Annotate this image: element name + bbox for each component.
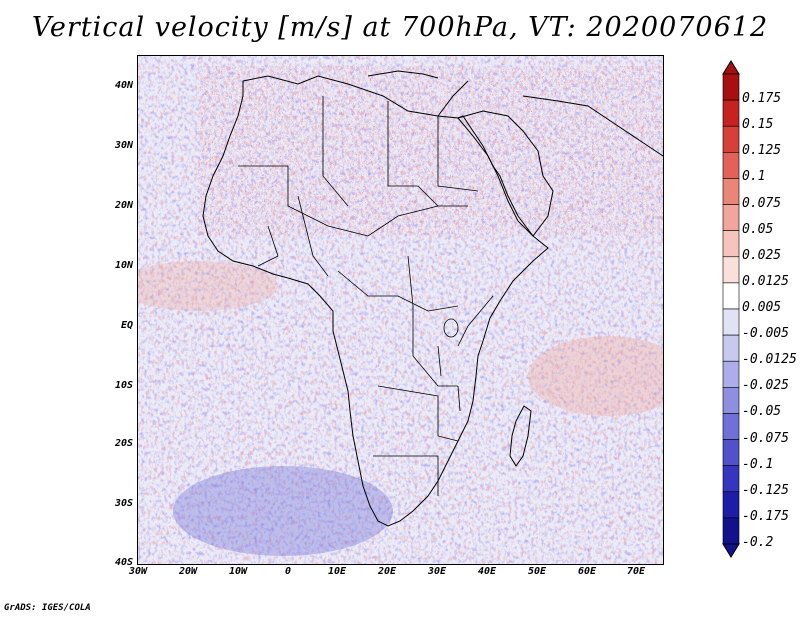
lon-tick-label: 10W <box>228 566 248 577</box>
colorbar-label: -0.2 <box>742 535 774 550</box>
lon-tick-label: 30E <box>427 566 447 577</box>
colorbar-min-arrow <box>722 543 740 558</box>
descent-area-southatlantic <box>173 466 393 556</box>
colorbar-label: 0.125 <box>742 143 782 159</box>
lat-tick-label: 20S <box>114 438 133 449</box>
colorbar-label: -0.005 <box>742 326 789 342</box>
colorbar-swatch <box>722 256 740 284</box>
colorbar-label: -0.075 <box>742 430 789 446</box>
lon-tick-label: 40E <box>477 566 497 577</box>
colorbar-swatch <box>722 282 740 310</box>
coastline-madagascar <box>509 405 532 467</box>
colorbar-swatch <box>722 517 740 545</box>
colorbar <box>722 60 740 558</box>
colorbar-swatch <box>722 308 740 336</box>
coastline-levant <box>437 80 469 117</box>
coastline-mediterranean-north <box>367 70 439 79</box>
colorbar-swatch <box>722 204 740 231</box>
footer-credit: GrADS: IGES/COLA <box>4 603 91 613</box>
colorbar-label: 0.1 <box>742 169 766 185</box>
colorbar-label: -0.125 <box>742 482 789 498</box>
lake-malawi <box>457 385 461 412</box>
colorbar-label: -0.05 <box>742 404 782 420</box>
colorbar-label: 0.05 <box>742 221 774 237</box>
colorbar-swatch <box>722 439 740 466</box>
colorbar-label: -0.175 <box>742 508 789 524</box>
border-central <box>337 270 459 312</box>
coastline-arabia <box>457 110 554 237</box>
lat-tick-label: 20N <box>114 200 133 211</box>
lon-tick-label: 20E <box>377 566 397 577</box>
coastline-africa <box>202 75 549 527</box>
lake-tanganyika <box>437 345 442 377</box>
colorbar-swatch <box>722 230 740 258</box>
colorbar-swatch <box>722 178 740 205</box>
colorbar-swatch <box>722 360 740 388</box>
coastlines <box>202 70 663 527</box>
border-libya-egypt <box>387 101 439 207</box>
border-west <box>257 225 279 267</box>
colorbar-swatch <box>722 73 740 101</box>
colorbar-label: 0.075 <box>742 195 782 211</box>
border-algeria-libya <box>322 96 349 207</box>
border-southern <box>373 455 439 496</box>
colorbar-label: 0.175 <box>742 91 782 107</box>
colorbar-swatch <box>722 334 740 362</box>
lon-tick-label: 10E <box>327 566 347 577</box>
lat-tick-label: 10N <box>114 260 133 271</box>
colorbar-label: -0.0125 <box>742 352 797 368</box>
border-sahara <box>238 165 468 237</box>
chart-title: Vertical velocity [m/s] at 700hPa, VT: 2… <box>31 12 769 43</box>
border-congo <box>407 255 458 387</box>
border-egypt-sudan <box>437 116 479 192</box>
colorbar-legend: 0.175 0.15 0.125 0.1 0.075 0.05 0.025 0.0125 0.0… <box>722 60 800 558</box>
border-east <box>457 295 494 347</box>
lon-tick-label: 20W <box>178 566 198 577</box>
colorbar-label: -0.025 <box>742 378 789 394</box>
ascent-area-indianocean <box>528 336 663 416</box>
colorbar-swatch <box>722 413 740 440</box>
lon-tick-label: 70E <box>626 566 646 577</box>
lon-tick-label: 50E <box>527 566 547 577</box>
colorbar-label: 0.15 <box>742 117 774 133</box>
lat-tick-label: EQ <box>120 320 133 331</box>
lat-tick-label: 40N <box>114 80 133 91</box>
colorbar-swatch <box>722 99 740 127</box>
coastline-iran <box>522 95 663 157</box>
colorbar-swatch <box>722 125 740 153</box>
colorbar-swatch <box>722 491 740 519</box>
ascent-area-atlantic <box>138 261 278 311</box>
colorbar-label: -0.1 <box>742 456 774 472</box>
colorbar-swatch <box>722 152 740 179</box>
border-south-central <box>377 385 459 442</box>
lat-tick-label: 30S <box>114 498 133 509</box>
lat-tick-label: 30N <box>114 140 133 151</box>
colorbar-swatch <box>722 387 740 414</box>
border-west-2 <box>297 195 329 277</box>
field-strong-north <box>198 66 663 236</box>
map-canvas <box>138 56 663 564</box>
lon-tick-label: 60E <box>577 566 597 577</box>
country-borders <box>238 96 494 496</box>
colorbar-label: 0.025 <box>742 247 782 263</box>
lakes <box>437 318 461 412</box>
lat-tick-label: 10S <box>114 380 133 391</box>
colorbar-label: 0.005 <box>742 300 782 315</box>
lon-tick-label: 30W <box>128 566 148 577</box>
lat-tick-label: 40S <box>114 557 133 568</box>
colorbar-swatch <box>722 465 740 493</box>
lake-victoria <box>443 318 459 338</box>
colorbar-max-arrow <box>722 60 740 75</box>
map-frame <box>137 55 664 565</box>
lon-tick-label: 0 <box>284 566 292 577</box>
colorbar-label: 0.0125 <box>742 273 789 289</box>
